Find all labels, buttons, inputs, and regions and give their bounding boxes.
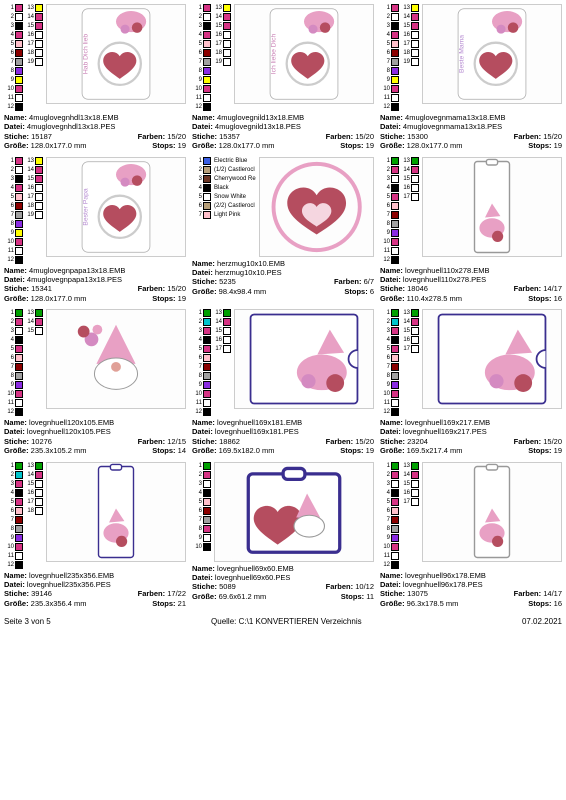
metadata: Name: lovegnhuell120x105.EMB Datei: love…: [4, 418, 186, 456]
footer-source: Quelle: C:\1 KONVERTIEREN Verzeichnis: [211, 617, 362, 626]
metadata: Name: lovegnhuell69x60.EMB Datei: lovegn…: [192, 564, 374, 602]
svg-text:Bester Papa: Bester Papa: [82, 188, 89, 225]
metadata: Name: lovegnhuell169x181.EMB Datei: love…: [192, 418, 374, 456]
metadata: Name: 4muglovegnhdl13x18.EMB Datei: 4mug…: [4, 113, 186, 151]
footer: Seite 3 von 5 Quelle: C:\1 KONVERTIEREN …: [4, 614, 562, 626]
tile: 11321431541651761871989101112 Hab Dich l…: [4, 4, 186, 151]
color-palette: 11321431541651761871989101112: [4, 4, 43, 111]
metadata: Name: lovegnhuell96x178.EMB Datei: loveg…: [380, 571, 562, 609]
tile: 113214315416517618789101112 Name: lovegn…: [4, 462, 186, 609]
color-palette: 113214315456789101112: [4, 309, 43, 416]
svg-text:Hab Dich lieb: Hab Dich lieb: [82, 34, 89, 74]
color-palette: 11321431541651761871989101112: [4, 157, 43, 264]
color-palette: 1132143154165176789101112: [192, 309, 231, 416]
color-palette: 113214315416517618789101112: [4, 462, 43, 569]
thumbnail: Beste Mama: [422, 4, 562, 104]
footer-date: 07.02.2021: [522, 617, 562, 626]
tile: 12345678910 Name: lovegnhuell69x60.EMB D…: [192, 462, 374, 609]
color-palette: 1132143154165176789101112: [380, 309, 419, 416]
metadata: Name: 4muglovegnmama13x18.EMB Datei: 4mu…: [380, 113, 562, 151]
metadata: Name: lovegnhuell169x217.EMB Datei: love…: [380, 418, 562, 456]
svg-text:Ich liebe Dich: Ich liebe Dich: [270, 33, 277, 74]
thumbnail: [214, 462, 374, 562]
color-palette: 11321431541651761871989101112: [380, 4, 419, 111]
thumbnail: [259, 157, 374, 257]
thumbnail: [234, 309, 374, 409]
tile: 113214315456789101112 Name: lovegnhuell1…: [4, 309, 186, 456]
thumbnail: [422, 157, 562, 257]
metadata: Name: herzmug10x10.EMB Datei: herzmug10x…: [192, 259, 374, 297]
color-palette: 11321431541651761871989101112: [192, 4, 231, 111]
tile: 1Electric Blue2(1/2) Castlerocl3Cherrywo…: [192, 157, 374, 304]
thumbnail: [422, 309, 562, 409]
thumbnail: [422, 462, 562, 562]
color-palette: 12345678910: [192, 462, 211, 551]
thumbnail: Hab Dich lieb: [46, 4, 186, 104]
tile: 1132143154165176789101112 Name: lovegnhu…: [192, 309, 374, 456]
svg-text:Beste Mama: Beste Mama: [458, 35, 465, 73]
metadata: Name: lovegnhuell235x356.EMB Datei: love…: [4, 571, 186, 609]
color-palette: 1132143154165176789101112: [380, 462, 419, 569]
footer-page: Seite 3 von 5: [4, 617, 51, 626]
tile: 11321431541651761871989101112 Beste Mama…: [380, 4, 562, 151]
color-palette: 1132143154165176789101112: [380, 157, 419, 264]
tile: 11321431541651761871989101112 Bester Pap…: [4, 157, 186, 304]
thumbnail: Ich liebe Dich: [234, 4, 374, 104]
thumbnail: [46, 462, 186, 562]
grid: 11321431541651761871989101112 Hab Dich l…: [4, 4, 562, 608]
thumbnail: [46, 309, 186, 409]
tile: 11321431541651761871989101112 Ich liebe …: [192, 4, 374, 151]
metadata: Name: lovegnhuell110x278.EMB Datei: love…: [380, 266, 562, 304]
tile: 1132143154165176789101112 Name: lovegnhu…: [380, 309, 562, 456]
tile: 1132143154165176789101112 Name: lovegnhu…: [380, 462, 562, 609]
tile: 1132143154165176789101112 Name: lovegnhu…: [380, 157, 562, 304]
color-palette: 1Electric Blue2(1/2) Castlerocl3Cherrywo…: [192, 157, 256, 219]
thumbnail: Bester Papa: [46, 157, 186, 257]
metadata: Name: 4muglovegnpapa13x18.EMB Datei: 4mu…: [4, 266, 186, 304]
metadata: Name: 4muglovegnild13x18.EMB Datei: 4mug…: [192, 113, 374, 151]
